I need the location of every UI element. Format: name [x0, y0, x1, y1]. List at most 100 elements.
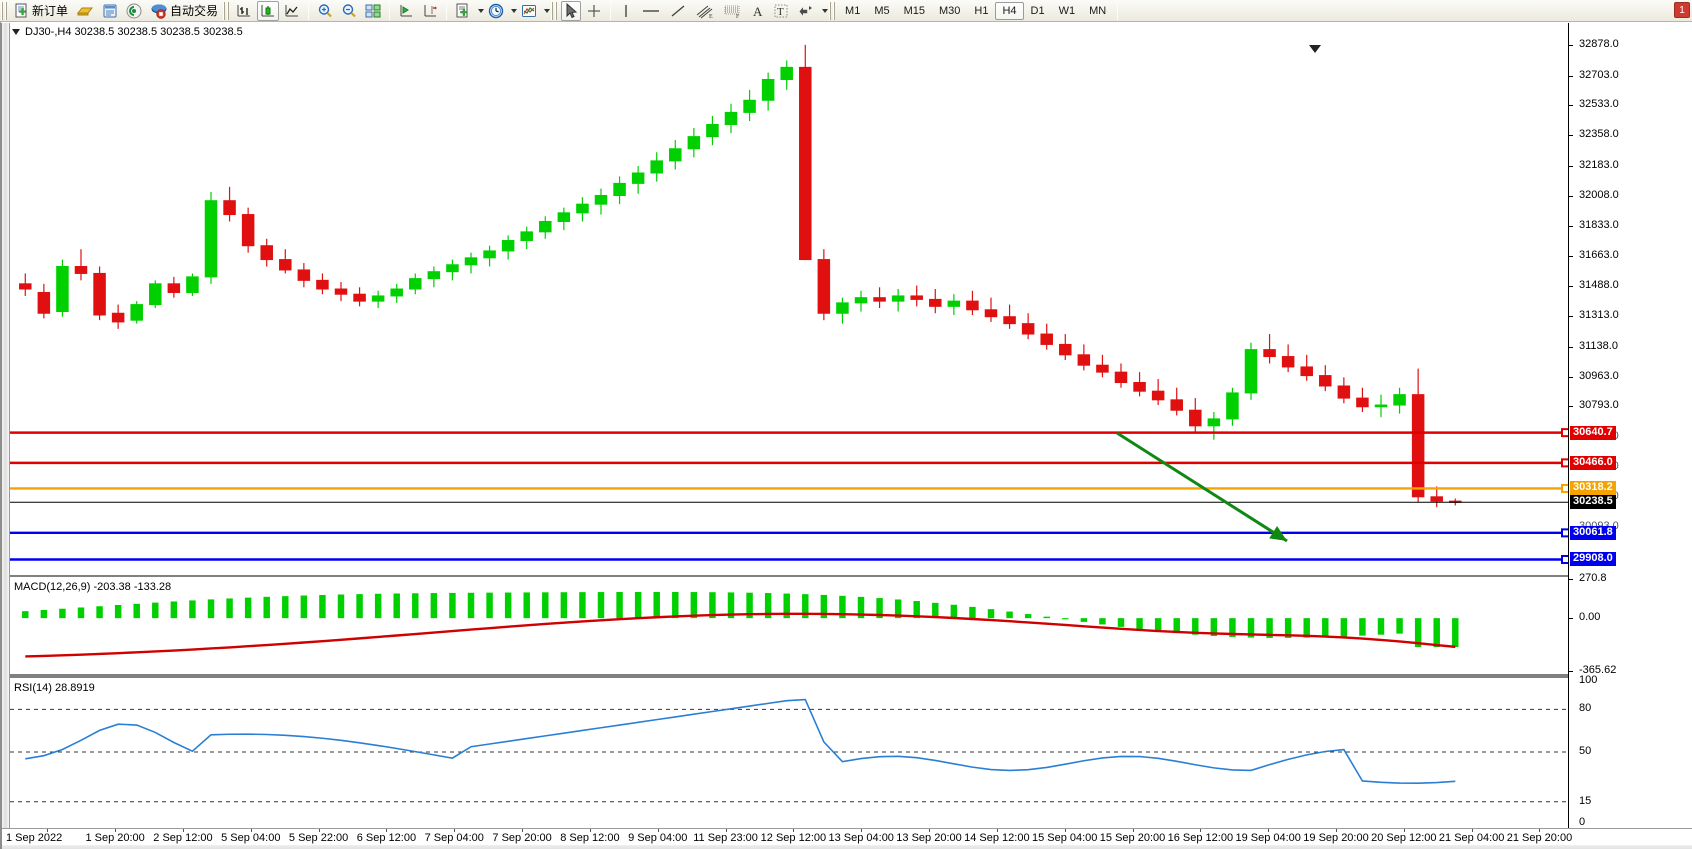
date-tick-mark: [250, 829, 252, 832]
timeframe-m30[interactable]: M30: [939, 4, 961, 17]
price-tag-30061.8[interactable]: 30061.8: [1570, 525, 1616, 540]
macd-axis-label: -365.62: [1579, 664, 1617, 676]
date-axis-label: 15 Sep 20:00: [1099, 832, 1166, 844]
vertical-line-icon-button[interactable]: [616, 1, 636, 21]
toolbar-grip-4[interactable]: [829, 1, 837, 20]
timeframe-m15[interactable]: M15: [903, 4, 925, 17]
zoom-out-icon-button[interactable]: [338, 1, 360, 21]
price-tag-30238.5[interactable]: 30238.5: [1570, 495, 1616, 510]
price-tag-29908.0[interactable]: 29908.0: [1570, 552, 1616, 567]
svg-text:E: E: [709, 14, 713, 19]
line-chart-icon-button[interactable]: [281, 1, 303, 21]
fibonacci-icon-button[interactable]: F: [720, 1, 746, 21]
date-tick-mark: [1403, 829, 1405, 832]
macd-tick-mark: [1569, 671, 1573, 672]
text-label-icon-button[interactable]: A: [748, 1, 768, 21]
timeframe-d1[interactable]: D1: [1030, 4, 1045, 17]
period-clock-icon-button[interactable]: [485, 1, 507, 21]
date-axis-label: 1 Sep 2022: [6, 832, 63, 844]
toolbar-grip-1[interactable]: [1, 1, 8, 20]
toolbar-grip-2[interactable]: [223, 1, 231, 20]
autotrading-button[interactable]: 自动交易: [147, 1, 221, 21]
date-axis-label: 11 Sep 23:00: [693, 832, 758, 844]
rsi-axis-label: 80: [1579, 702, 1592, 715]
notification-badge[interactable]: 1: [1674, 2, 1690, 18]
price-tick-mark: [1569, 406, 1573, 408]
price-tick-label: 31313.0: [1579, 309, 1619, 322]
chart-menu-caret-icon[interactable]: [12, 29, 20, 35]
price-tick-mark: [1569, 226, 1573, 228]
date-tick-mark: [725, 829, 727, 832]
rsi-indicator-label: RSI(14) 28.8919: [14, 682, 95, 694]
date-tick-mark: [454, 829, 456, 832]
timeframe-m1[interactable]: M1: [845, 4, 861, 17]
level-lines: [10, 428, 1568, 564]
autotrading-label: 自动交易: [170, 4, 219, 18]
shapes-dropdown-caret[interactable]: [822, 8, 829, 13]
equidistant-channel-icon-button[interactable]: E: [692, 1, 718, 21]
date-tick-mark: [657, 829, 659, 832]
signal-broadcast-icon-button[interactable]: [123, 1, 145, 21]
date-tick-mark: [1132, 829, 1134, 832]
bar-chart-icon-button[interactable]: [233, 1, 255, 21]
cursor-arrow-icon-button[interactable]: [561, 0, 582, 21]
price-axis[interactable]: 32878.0 32703.0 32533.0 32358.0 32183.0 32008…: [1568, 23, 1692, 829]
chart-shift-icon-button[interactable]: [419, 1, 441, 21]
candlestick-chart-icon-button[interactable]: [257, 0, 280, 21]
date-axis-label: 13 Sep 04:00: [828, 832, 894, 844]
add-template-icon-button[interactable]: [452, 1, 474, 21]
add-template-dropdown-caret[interactable]: [478, 8, 485, 13]
date-axis[interactable]: 1 Sep 2022 1 Sep 20:00 2 Sep 12:00 5 Sep 04…: [2, 828, 1692, 849]
price-tag-30466.0[interactable]: 30466.0: [1570, 455, 1616, 470]
price-tick-mark: [1569, 285, 1573, 287]
indicators-dropdown-caret[interactable]: [544, 8, 551, 13]
price-pane[interactable]: [10, 23, 1568, 829]
price-tag-30318.2[interactable]: 30318.2: [1570, 481, 1616, 496]
price-tick-mark: [1569, 45, 1573, 47]
price-tick-label: 31488.0: [1579, 278, 1619, 291]
date-axis-label: 5 Sep 04:00: [221, 832, 281, 844]
horizontal-line-icon-button[interactable]: [638, 1, 664, 21]
left-scale-rail: [2, 23, 10, 829]
date-tick-mark: [1200, 829, 1202, 832]
indicators-icon-button[interactable]: [518, 1, 540, 21]
price-tick-mark: [1569, 376, 1573, 378]
text-box-icon-button[interactable]: T: [770, 1, 792, 21]
toolbar-grip-3[interactable]: [551, 1, 559, 20]
date-axis-label: 2 Sep 12:00: [153, 832, 213, 844]
date-tick-mark: [47, 829, 49, 832]
svg-text:T: T: [777, 6, 784, 18]
date-tick-mark: [1471, 829, 1473, 832]
date-tick-mark: [318, 829, 320, 832]
date-tick-mark: [1268, 829, 1270, 832]
price-tag-30640.7[interactable]: 30640.7: [1570, 425, 1616, 440]
timeframe-h1[interactable]: H1: [974, 4, 989, 17]
rsi-axis-label: 0: [1579, 816, 1586, 828]
zoom-in-icon-button[interactable]: [314, 1, 336, 21]
timeframe-w1[interactable]: W1: [1058, 4, 1076, 17]
date-tick-mark: [182, 829, 184, 832]
date-tick-mark: [1064, 829, 1066, 832]
price-tick-label: 30793.0: [1579, 399, 1619, 412]
crosshair-icon-button[interactable]: [583, 1, 605, 21]
price-tick-label: 32358.0: [1579, 128, 1619, 141]
timeframe-m5[interactable]: M5: [874, 4, 890, 17]
arrows-shapes-icon-button[interactable]: [794, 1, 818, 21]
date-tick-mark: [522, 829, 524, 832]
trendline-icon-button[interactable]: [666, 1, 690, 21]
timeframe-mn[interactable]: MN: [1089, 4, 1107, 17]
gold-bar-icon-button[interactable]: [73, 1, 97, 21]
date-tick-mark: [386, 829, 388, 832]
new-order-button[interactable]: 新订单: [11, 1, 71, 21]
date-axis-label: 1 Sep 20:00: [85, 832, 145, 844]
window-tile-icon-button[interactable]: [362, 1, 384, 21]
timeframe-h4[interactable]: H4: [995, 1, 1024, 20]
rsi-axis-label: 100: [1579, 674, 1598, 686]
toolbar-separator-2: [389, 1, 391, 20]
date-axis-label: 14 Sep 12:00: [964, 832, 1030, 844]
terminal-window-icon-button[interactable]: [99, 1, 121, 21]
period-dropdown-caret[interactable]: [511, 8, 518, 13]
auto-scroll-icon-button[interactable]: [395, 1, 417, 21]
price-tick-mark: [1569, 346, 1573, 348]
date-tick-mark: [589, 829, 591, 832]
